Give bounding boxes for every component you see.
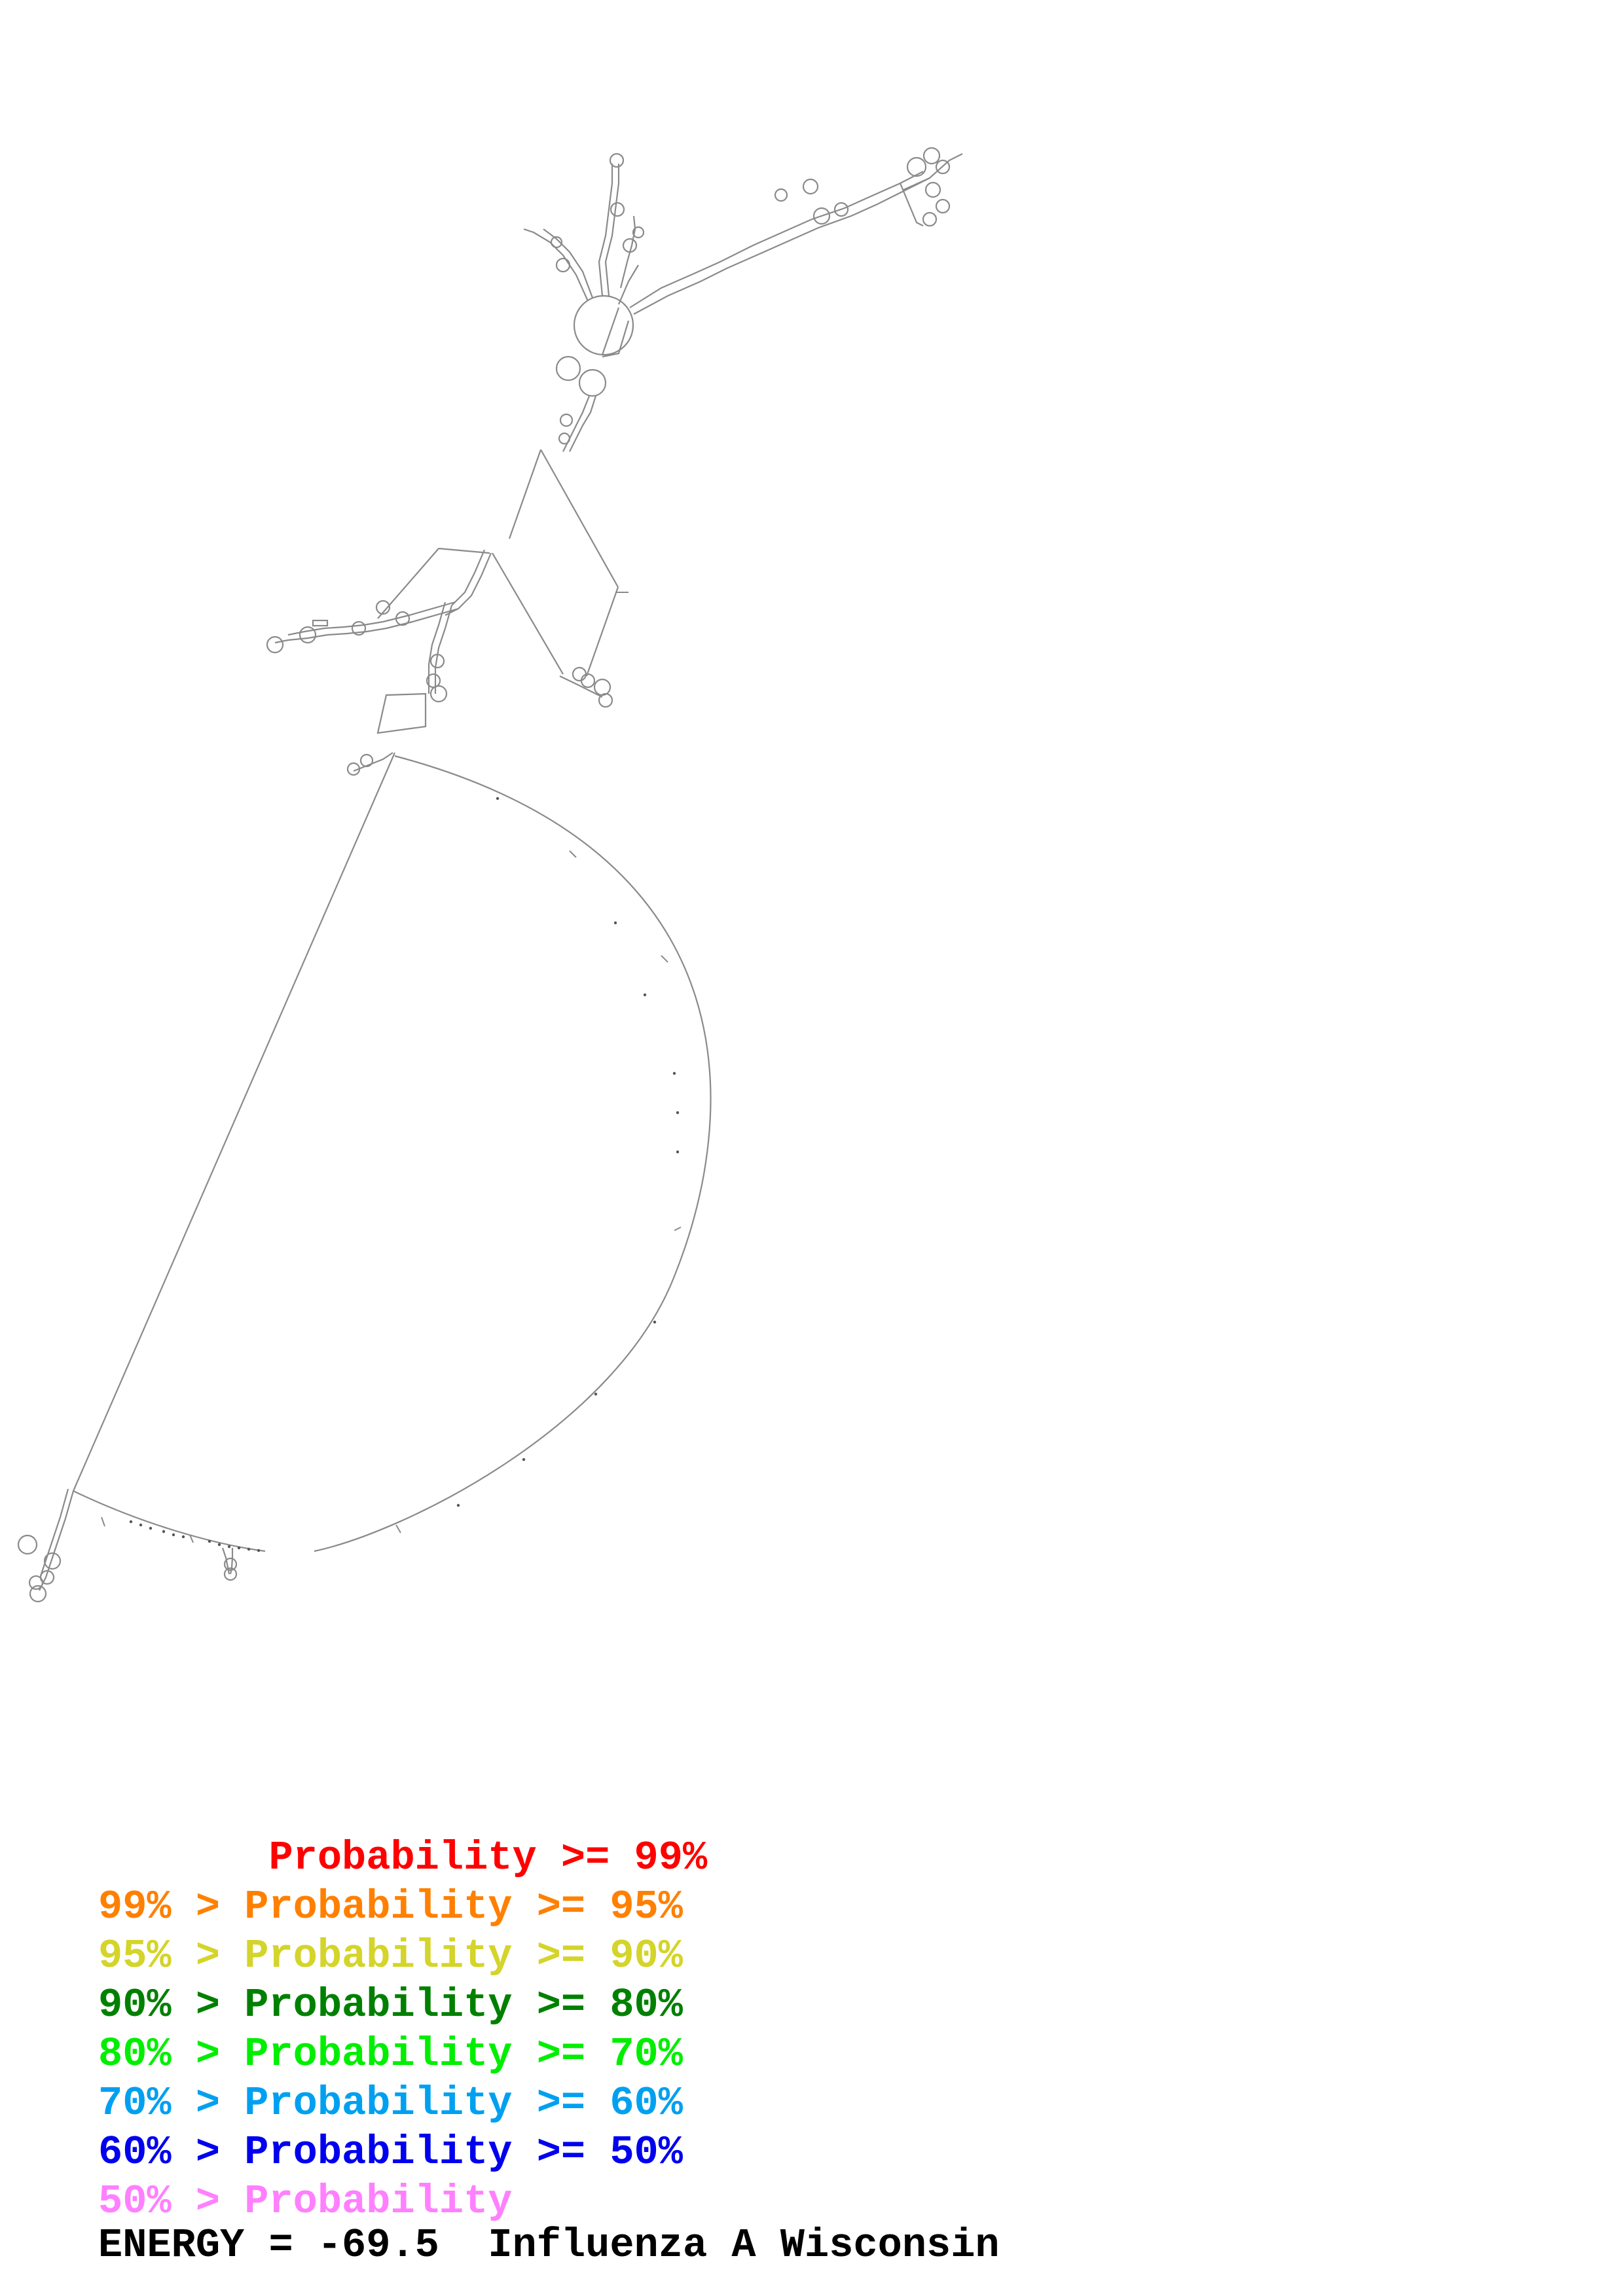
legend-entry: 95% > Probability >= 90% [98, 1933, 683, 1979]
base-ticks [101, 592, 682, 1543]
legend-entry: 50% > Probability [98, 2178, 513, 2225]
legend-entry: 90% > Probability >= 80% [98, 1982, 683, 2028]
right-arm-strand [633, 177, 930, 315]
rna-structure-diagram [17, 147, 963, 1603]
central-multiloop [573, 295, 634, 356]
sequence-name: Influenza A Wisconsin [488, 2222, 1000, 2269]
energy-label: ENERGY = -69.5 [98, 2222, 439, 2269]
base-dots [129, 797, 680, 1552]
legend-entry: Probability >= 99% [98, 1835, 708, 1881]
legend-entry: 70% > Probability >= 60% [98, 2080, 683, 2126]
legend-entry: 99% > Probability >= 95% [98, 1884, 683, 1930]
right-arm [629, 171, 924, 308]
legend-entry: 60% > Probability >= 50% [98, 2129, 683, 2176]
footer: ENERGY = -69.5 Influenza A Wisconsin [98, 2222, 1000, 2269]
legend-entry: 80% > Probability >= 70% [98, 2031, 683, 2077]
backbone [17, 147, 963, 1603]
